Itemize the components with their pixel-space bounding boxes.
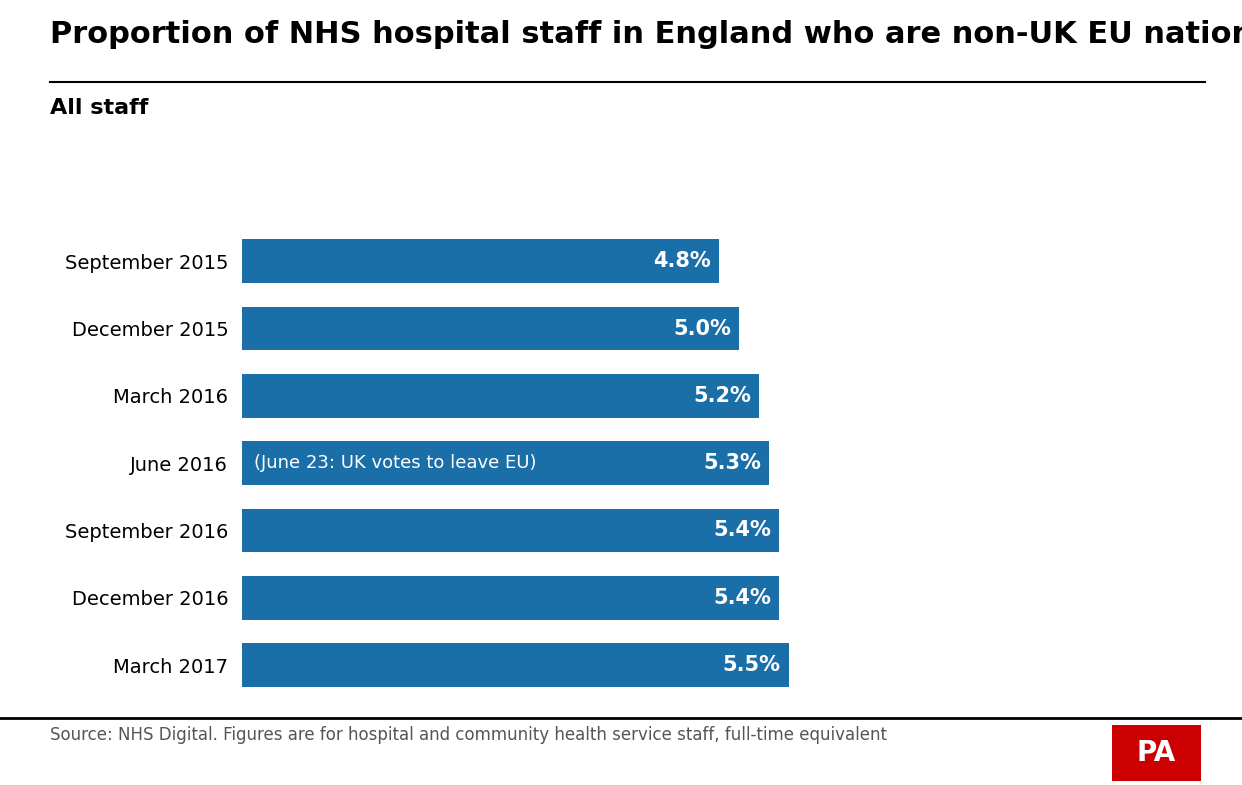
Text: Proportion of NHS hospital staff in England who are non-UK EU nationals: Proportion of NHS hospital staff in Engl… (50, 20, 1242, 49)
Text: 5.0%: 5.0% (673, 319, 732, 338)
Text: PA: PA (1136, 739, 1176, 767)
Bar (242, 374, 759, 418)
Text: 5.2%: 5.2% (693, 386, 751, 406)
Text: 5.3%: 5.3% (703, 453, 761, 473)
Text: 4.8%: 4.8% (653, 251, 712, 272)
Bar (242, 576, 779, 619)
Text: All staff: All staff (50, 98, 148, 118)
Text: 5.4%: 5.4% (713, 520, 771, 540)
Bar (242, 509, 779, 553)
Text: 5.5%: 5.5% (723, 655, 781, 675)
Bar (242, 239, 719, 283)
Text: 5.4%: 5.4% (713, 588, 771, 608)
Text: Source: NHS Digital. Figures are for hospital and community health service staff: Source: NHS Digital. Figures are for hos… (50, 726, 887, 744)
Bar (242, 441, 769, 485)
Bar (242, 307, 739, 350)
Text: (June 23: UK votes to leave EU): (June 23: UK votes to leave EU) (255, 455, 537, 472)
Bar (242, 643, 789, 687)
